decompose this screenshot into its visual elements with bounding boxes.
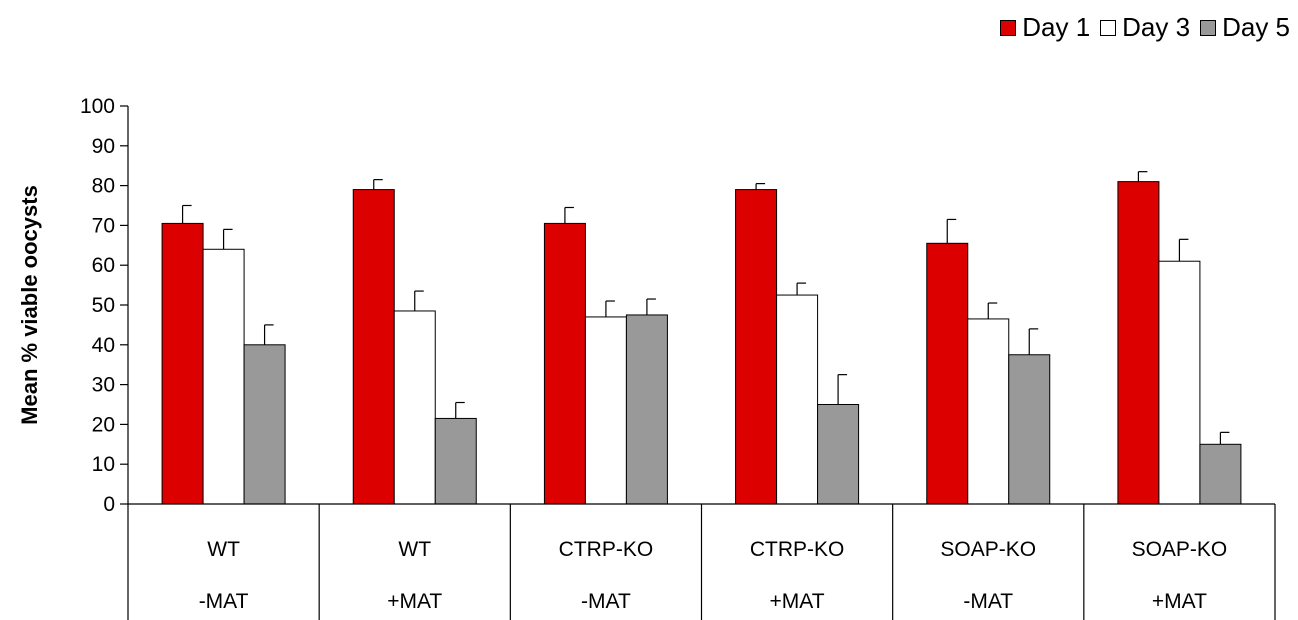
bar-3-1 (243, 344, 286, 505)
y-tick-label-50: 50 (92, 294, 115, 317)
bar-3-4 (817, 404, 860, 505)
bar-1-4 (735, 189, 778, 505)
y-tick-label-0: 0 (103, 493, 115, 516)
category-label-2-line2: +MAT (387, 590, 442, 613)
legend-label-day3: Day 3 (1122, 12, 1191, 42)
legend: Day 1 Day 3 Day 5 (1000, 12, 1290, 43)
bar-3-5 (1008, 354, 1051, 505)
y-tick-label-20: 20 (92, 413, 115, 436)
category-label-1-line2: -MAT (199, 590, 249, 613)
bar-1-5 (926, 242, 969, 505)
bar-2-2 (393, 310, 436, 505)
bar-2-4 (776, 294, 819, 505)
bar-3-2 (434, 417, 477, 505)
category-label-3-line2: -MAT (581, 590, 631, 613)
bar-1-6 (1117, 181, 1160, 505)
category-label-6-line1: SOAP-KO (1132, 538, 1228, 561)
bar-3-6 (1199, 443, 1242, 505)
category-label-2-line1: WT (398, 538, 431, 561)
y-tick-label-10: 10 (92, 453, 115, 476)
y-tick-label-70: 70 (92, 214, 115, 237)
category-label-4-line1: CTRP-KO (750, 538, 845, 561)
legend-swatch-day5 (1200, 19, 1217, 36)
y-tick-label-100: 100 (80, 95, 115, 118)
y-tick-label-80: 80 (92, 175, 115, 198)
legend-item-day5: Day 5 (1200, 12, 1290, 43)
category-label-6-line2: +MAT (1152, 590, 1207, 613)
bar-2-5 (967, 318, 1010, 505)
legend-label-day5: Day 5 (1222, 12, 1290, 42)
bar-2-6 (1158, 260, 1201, 505)
legend-swatch-day1 (1000, 19, 1017, 36)
bar-2-3 (584, 316, 627, 505)
y-tick-label-40: 40 (92, 334, 115, 357)
legend-item-day3: Day 3 (1100, 12, 1190, 43)
legend-item-day1: Day 1 (1000, 12, 1090, 43)
y-tick-label-90: 90 (92, 135, 115, 158)
bar-1-2 (352, 189, 395, 505)
category-label-3-line1: CTRP-KO (559, 538, 654, 561)
bar-1-3 (543, 222, 586, 505)
category-label-4-line2: +MAT (770, 590, 825, 613)
category-label-5-line2: -MAT (963, 590, 1013, 613)
legend-swatch-day3 (1100, 19, 1117, 36)
category-label-1-line1: WT (207, 538, 240, 561)
category-label-5-line1: SOAP-KO (940, 538, 1036, 561)
bar-3-3 (625, 314, 668, 505)
y-tick-label-30: 30 (92, 374, 115, 397)
bar-1-1 (161, 222, 204, 505)
legend-label-day1: Day 1 (1022, 12, 1091, 42)
y-tick-label-60: 60 (92, 254, 115, 277)
bar-2-1 (202, 248, 245, 505)
